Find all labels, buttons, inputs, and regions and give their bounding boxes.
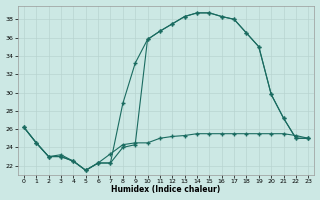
X-axis label: Humidex (Indice chaleur): Humidex (Indice chaleur) — [111, 185, 221, 194]
